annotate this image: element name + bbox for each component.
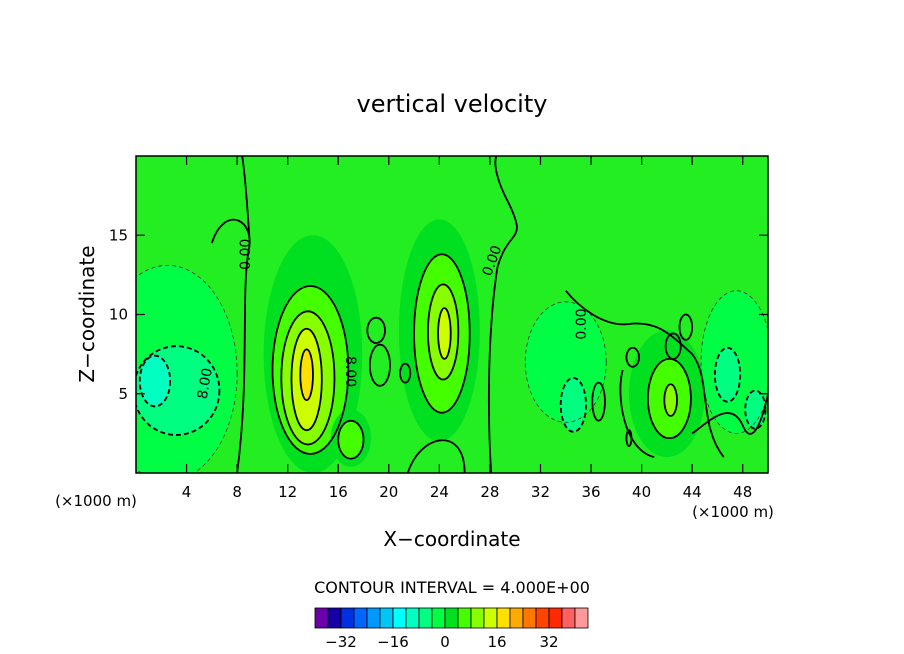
small-positive-contour	[664, 332, 682, 360]
colorbar	[314, 607, 589, 629]
downdraft-zone-mid	[525, 301, 607, 423]
zero-contour-far-right	[691, 393, 768, 435]
colorbar-box	[574, 607, 589, 629]
x-unit-right: (×1000 m)	[692, 503, 774, 521]
positive-contour	[427, 283, 460, 381]
chart-title: vertical velocity	[357, 90, 548, 118]
x-tick-label: 20	[379, 483, 398, 501]
positive-contour	[280, 310, 336, 446]
y-axis-ticks: 5 10 15	[109, 226, 768, 403]
colorbar-box	[561, 607, 576, 629]
colorbar-box	[314, 607, 329, 629]
colorbar-box	[444, 607, 459, 629]
negative-contour	[138, 354, 172, 408]
small-positive-contour	[399, 362, 412, 384]
colorbar-box	[405, 607, 420, 629]
colorbar-box	[353, 607, 368, 629]
small-positive-contour	[678, 313, 694, 341]
contour-label: 8.00	[342, 356, 358, 387]
y-tick-label: 10	[109, 306, 128, 324]
colorbar-box	[340, 607, 355, 629]
colorbar-box	[535, 607, 550, 629]
x-tick-label: 48	[733, 483, 752, 501]
small-positive-contour	[368, 343, 391, 387]
colorbar-tick-label: −32	[325, 633, 357, 651]
weak-negative-contour	[700, 290, 768, 434]
colorbar-box	[509, 607, 524, 629]
colorbar-box	[392, 607, 407, 629]
colorbar-box	[366, 607, 381, 629]
contour-labels: 0.00 0.000.008.008.00	[195, 239, 590, 401]
y-axis-label: Z−coordinate	[75, 245, 99, 382]
small-positive-contour	[625, 429, 633, 447]
colorbar-box	[483, 607, 498, 629]
colorbar-box	[548, 607, 563, 629]
negative-contour	[136, 345, 221, 436]
colorbar-box	[496, 607, 511, 629]
x-unit-left: (×1000 m)	[55, 492, 137, 510]
downdraft-peak-left	[139, 355, 171, 407]
x-tick-label: 24	[430, 483, 449, 501]
colorbar-box	[522, 607, 537, 629]
y-tick-label: 5	[118, 385, 128, 403]
colorbar-tick-labels: −32 −16 0 16 32	[325, 633, 558, 651]
weak-negative-contour	[136, 264, 238, 473]
weak-negative-contour	[524, 301, 607, 423]
colorbar-box	[327, 607, 342, 629]
x-tick-label: 36	[581, 483, 600, 501]
x-tick-label: 44	[683, 483, 702, 501]
zero-contour-lower-right	[619, 369, 655, 459]
negative-contour	[559, 376, 587, 433]
positive-contour	[299, 348, 314, 401]
contour-interval-text: CONTOUR INTERVAL = 4.000E+00	[314, 578, 590, 597]
contour-label: 0.00	[238, 239, 254, 270]
positive-contour	[437, 307, 452, 360]
zero-contour-right	[565, 290, 725, 458]
x-tick-label: 16	[329, 483, 348, 501]
zero-contour-bottom	[406, 439, 466, 473]
x-tick-label: 40	[632, 483, 651, 501]
colorbar-tick-label: 32	[539, 633, 558, 651]
positive-contour	[337, 419, 365, 460]
x-tick-label: 4	[182, 483, 192, 501]
negative-contour	[744, 389, 767, 430]
colorbar-tick-label: 0	[440, 633, 450, 651]
colorbar-box	[418, 607, 433, 629]
x-axis-ticks: 4 8 12 16 20 24 28 32 36 40 44 48	[182, 156, 752, 501]
positive-contour	[647, 357, 692, 440]
negative-contour	[714, 346, 742, 403]
x-tick-label: 12	[278, 483, 297, 501]
updraft-peak-3	[664, 384, 677, 416]
contour-lines	[136, 156, 768, 473]
updraft-peak-1	[300, 349, 313, 401]
downdraft-core-right	[714, 347, 741, 402]
small-positive-contour	[625, 346, 640, 368]
updraft-band-4	[338, 420, 364, 459]
x-tick-label: 8	[232, 483, 242, 501]
positive-contour	[271, 285, 350, 455]
x-tick-label: 28	[480, 483, 499, 501]
colorbar-tick-label: 16	[487, 633, 506, 651]
plot-area: 0.00 0.000.008.008.00	[136, 156, 768, 473]
positive-contour	[413, 253, 471, 414]
zero-contour-mid	[487, 156, 518, 473]
colorbar-tick-label: −16	[377, 633, 409, 651]
colorbar-box	[431, 607, 446, 629]
x-tick-label: 32	[531, 483, 550, 501]
colorbar-box	[379, 607, 394, 629]
zero-contour-left	[210, 156, 251, 473]
y-tick-label: 15	[109, 226, 128, 244]
small-positive-contour	[591, 381, 606, 422]
small-positive-contour	[366, 316, 386, 344]
colorbar-box	[470, 607, 485, 629]
colorbar-box	[457, 607, 472, 629]
positive-contour	[663, 383, 678, 417]
positive-contour	[290, 327, 323, 432]
updraft-peak-2	[438, 308, 451, 359]
x-axis-label: X−coordinate	[383, 527, 520, 551]
contour-label: 8.00	[195, 367, 216, 400]
contour-label: 0.00	[574, 308, 590, 339]
